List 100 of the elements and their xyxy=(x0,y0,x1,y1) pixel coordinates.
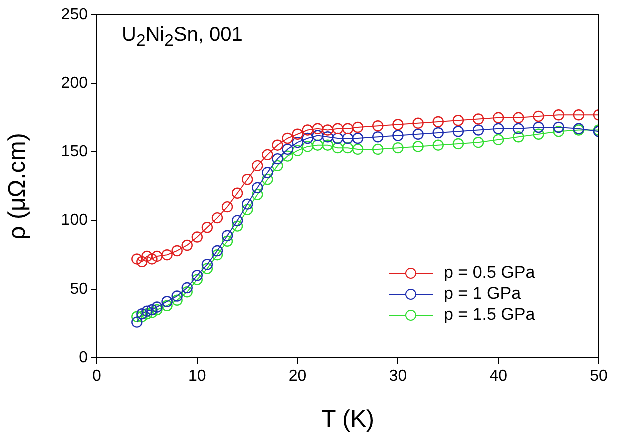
point xyxy=(472,114,484,125)
point xyxy=(182,286,193,298)
point xyxy=(136,308,148,320)
point xyxy=(372,120,384,132)
point xyxy=(192,232,203,243)
point xyxy=(152,304,163,316)
point xyxy=(452,126,464,138)
point xyxy=(292,145,304,156)
point xyxy=(222,230,234,242)
point xyxy=(242,174,254,186)
point xyxy=(132,316,143,328)
point xyxy=(272,153,284,165)
point xyxy=(513,123,524,134)
point xyxy=(282,144,294,156)
point xyxy=(452,138,464,150)
y-tick-label: 50 xyxy=(70,280,88,298)
point xyxy=(172,245,183,257)
point xyxy=(192,270,203,282)
x-tick-label: 10 xyxy=(188,368,206,386)
point xyxy=(493,123,504,134)
x-tick-label: 0 xyxy=(92,368,102,386)
point xyxy=(202,263,214,274)
point xyxy=(232,220,244,232)
point xyxy=(533,110,544,122)
point xyxy=(302,132,314,144)
y-tick-label: 200 xyxy=(61,75,88,92)
point xyxy=(282,132,294,144)
point xyxy=(242,198,254,210)
point xyxy=(472,136,484,148)
point xyxy=(432,140,444,151)
point xyxy=(302,124,314,136)
x-tick-label: 50 xyxy=(590,368,608,386)
x-tick-label: 30 xyxy=(389,368,408,386)
point xyxy=(513,132,524,143)
point xyxy=(172,294,183,306)
legend-label: p = 1.5 GPa xyxy=(444,305,536,324)
point xyxy=(152,250,163,262)
point xyxy=(513,112,524,124)
point xyxy=(232,215,244,226)
point xyxy=(172,290,183,302)
point xyxy=(342,132,354,144)
point xyxy=(412,141,424,152)
point xyxy=(222,201,234,213)
y-tick-label: 0 xyxy=(79,349,88,366)
point xyxy=(493,112,504,124)
point xyxy=(573,110,585,121)
point xyxy=(252,189,264,200)
point xyxy=(146,304,158,316)
point xyxy=(312,140,324,151)
point xyxy=(146,254,158,265)
point xyxy=(452,115,464,126)
point xyxy=(533,128,544,140)
point xyxy=(372,132,384,143)
point xyxy=(412,128,424,140)
legend-label: p = 0.5 GPa xyxy=(444,263,536,282)
point xyxy=(162,250,173,261)
point xyxy=(332,123,344,134)
point xyxy=(202,222,214,234)
point xyxy=(392,142,404,154)
y-axis-title: ρ (μΩ.cm) xyxy=(4,133,32,240)
point xyxy=(212,250,224,261)
point xyxy=(352,132,364,144)
point xyxy=(252,182,264,194)
point xyxy=(242,204,254,216)
point xyxy=(533,122,544,134)
point xyxy=(146,307,158,318)
point xyxy=(312,130,324,142)
point xyxy=(252,160,264,172)
point xyxy=(322,132,334,143)
point xyxy=(162,296,173,308)
point xyxy=(322,140,334,151)
point xyxy=(332,132,344,144)
point xyxy=(136,256,148,268)
point xyxy=(372,144,384,156)
point xyxy=(262,149,274,161)
point xyxy=(553,110,564,121)
point xyxy=(332,142,344,154)
point xyxy=(142,250,153,262)
y-tick-label: 250 xyxy=(61,6,88,24)
point xyxy=(342,123,354,134)
point xyxy=(432,127,444,139)
point xyxy=(142,308,153,320)
y-tick-label: 150 xyxy=(61,144,88,161)
point xyxy=(222,236,234,247)
point xyxy=(392,130,404,142)
x-tick-label: 20 xyxy=(288,368,307,386)
x-tick-label: 40 xyxy=(490,368,508,386)
point xyxy=(132,311,143,322)
annotation: U$_{2}$Ni$_{2}$Sn, 001 xyxy=(122,24,243,51)
legend-label: p = 1 GPa xyxy=(444,284,522,304)
point xyxy=(282,150,294,162)
point xyxy=(302,141,314,152)
point xyxy=(352,122,364,134)
point xyxy=(292,136,304,148)
point xyxy=(262,174,274,186)
point xyxy=(212,245,224,257)
point xyxy=(202,259,214,270)
point xyxy=(192,274,203,286)
point xyxy=(322,124,334,136)
point xyxy=(292,128,304,140)
